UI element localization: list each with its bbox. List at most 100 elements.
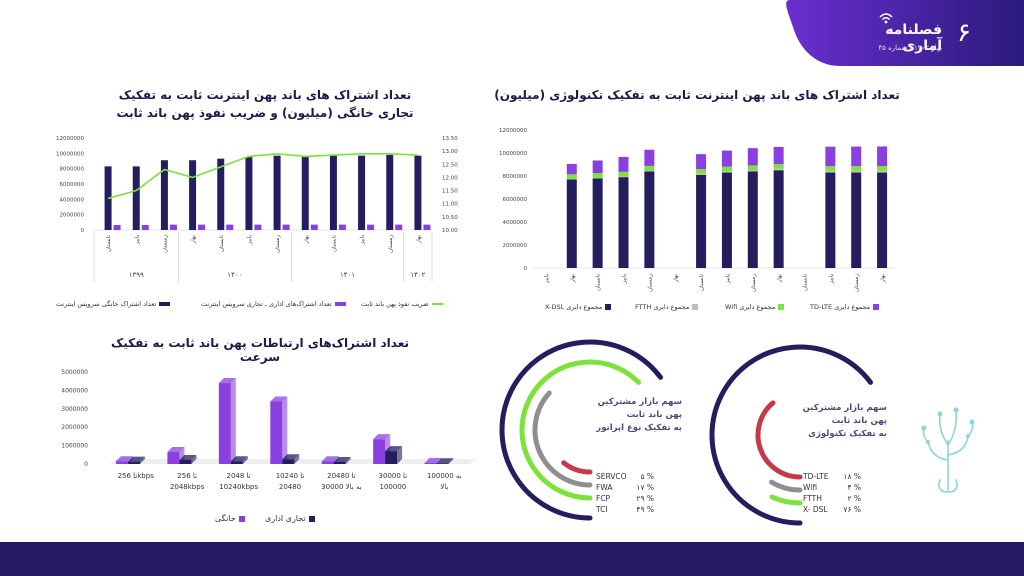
tech-bar-ftth bbox=[851, 170, 862, 173]
operator-arc-fcp bbox=[519, 359, 642, 501]
tech-x-tick: بهار bbox=[880, 274, 886, 284]
tech-x-tick: بهار bbox=[777, 274, 783, 284]
tech-stacked-bar-chart: 0 2000000 4000000 6000000 8000000 10000000 120… bbox=[499, 128, 895, 292]
home-y-right-tick: 13.50 bbox=[442, 136, 458, 142]
speed-bar-business bbox=[179, 459, 192, 464]
commercial-bar bbox=[198, 224, 206, 230]
home-bar bbox=[386, 154, 394, 230]
year-group-label: ۱۴۰۰ bbox=[227, 271, 242, 279]
home-y-right-tick: 10.00 bbox=[442, 228, 458, 234]
speed-bar-business-side bbox=[294, 454, 300, 464]
tech-bar-xdsl bbox=[618, 177, 629, 268]
tech-y-tick: 8000000 bbox=[503, 174, 528, 180]
footer-band bbox=[0, 542, 1024, 576]
tech-x-tick: پاییز bbox=[544, 274, 550, 285]
legend-tci: TCI ۴۹ % bbox=[596, 505, 654, 514]
legend-label-speed-home: خانگی bbox=[215, 514, 236, 523]
tech-bar-ftth bbox=[747, 170, 758, 172]
legend-ftth: مجموع دایری FTTH bbox=[635, 303, 699, 311]
tech-bar-ftth bbox=[566, 178, 577, 180]
legend-fcp-value: ۲۹ % bbox=[636, 494, 654, 503]
tech-bar-ftth bbox=[618, 176, 629, 178]
speed-x-tick: تا 256kbps bbox=[118, 472, 155, 480]
speed-bar-business-side bbox=[397, 446, 403, 464]
speed-bar-chart: 0 1000000 2000000 3000000 4000000 5000000 تا 2… bbox=[61, 369, 476, 491]
tech-bar-tdlte bbox=[592, 160, 603, 174]
home-x-tick: زمستان bbox=[162, 235, 168, 253]
legend-xdsl-share-value: ۷۶ % bbox=[843, 505, 861, 514]
home-bar bbox=[217, 158, 225, 230]
speed-x-tick: 20480 تا bbox=[327, 472, 356, 480]
speed-bar-home bbox=[270, 401, 283, 464]
speed-bar-business bbox=[436, 463, 449, 464]
tech-bar-tdlte bbox=[747, 148, 758, 166]
home-x-tick: بهار bbox=[303, 235, 309, 245]
speed-bar-business-top bbox=[333, 456, 351, 462]
speed-x-tick: 100000 به bbox=[427, 472, 462, 480]
home-bar bbox=[329, 155, 337, 230]
home-bar bbox=[358, 155, 366, 230]
legend-servco-value: ۵ % bbox=[640, 472, 654, 481]
tech-bar-tdlte bbox=[696, 154, 707, 170]
speed-bar-home-top bbox=[321, 456, 339, 462]
legend-tdlte-share-label: TD-LTE bbox=[803, 472, 829, 481]
tech-bar-ftth bbox=[696, 173, 707, 175]
tech-y-tick: 12000000 bbox=[499, 128, 527, 134]
operator-donut-title-line2: پهن باند ثابت bbox=[626, 410, 682, 420]
commercial-chart-legend: تعداد اشتراک خانگی سرویس اینترنت تعداد ا… bbox=[56, 300, 466, 312]
tech-bar-wifi bbox=[618, 171, 629, 177]
year-group-label: ۱۴۰۲ bbox=[410, 271, 425, 279]
home-x-tick: تابستان bbox=[219, 235, 225, 252]
tech-bar-wifi bbox=[721, 166, 732, 172]
tech-chart-title: تعداد اشتراک های باند پهن اینترنت ثابت ب… bbox=[494, 88, 900, 102]
legend-wifi-share-value: ۴ % bbox=[847, 483, 861, 492]
technology-donut-chart bbox=[709, 344, 874, 526]
tech-x-tick: بهار bbox=[570, 274, 576, 284]
legend-label-tdlte: مجموع دایری TD-LTE bbox=[810, 303, 871, 311]
commercial-bar bbox=[169, 224, 177, 230]
speed-x-tick: 2048 تا bbox=[227, 472, 251, 480]
tech-bar-ftth bbox=[825, 170, 836, 173]
speed-bar-business-side bbox=[242, 456, 248, 464]
commercial-bar bbox=[395, 224, 403, 230]
header-banner bbox=[786, 0, 1024, 66]
speed-x-tick: 30000 تا bbox=[379, 472, 408, 480]
tech-x-tick: تابستان bbox=[596, 274, 602, 291]
speed-bar-home-top bbox=[373, 434, 391, 440]
tech-x-tick: پاییز bbox=[622, 274, 628, 285]
tech-bar-tdlte bbox=[825, 146, 836, 167]
tech-chart-legend: مجموع دایری X-DSL مجموع دایری FTTH مجموع… bbox=[545, 303, 895, 315]
legend-tci-label: TCI bbox=[596, 505, 608, 514]
speed-bar-home-side bbox=[230, 378, 236, 464]
tech-y-tick: 6000000 bbox=[503, 197, 528, 203]
tech-bar-xdsl bbox=[721, 172, 732, 268]
home-y-right-tick: 11.50 bbox=[442, 189, 458, 195]
legend-swatch-speed-home bbox=[238, 515, 245, 522]
home-bar bbox=[245, 157, 253, 230]
operator-donut-legend: SERVCO ۵ % FWA ۱۷ % FCP ۲۹ % TCI ۴۹ % bbox=[596, 472, 660, 522]
speed-bar-home bbox=[167, 452, 180, 464]
speed-bar-business bbox=[333, 461, 346, 464]
year-group-label: ۱۴۰۱ bbox=[340, 271, 355, 279]
legend-label-wifi: مجموع دایری Wifi bbox=[725, 303, 776, 311]
speed-x-tick: 2048kbps bbox=[170, 483, 205, 491]
legend-ftth-share: FTTH ۲ % bbox=[803, 494, 861, 503]
home-x-tick: زمستان bbox=[388, 235, 394, 253]
commercial-bar bbox=[310, 224, 318, 230]
speed-bar-business bbox=[230, 461, 243, 464]
legend-swatch-speed-business bbox=[308, 515, 315, 522]
home-y-left-tick: 8000000 bbox=[60, 167, 85, 173]
tech-bar-ftth bbox=[644, 170, 655, 172]
speed-y-tick: 2000000 bbox=[61, 424, 88, 431]
tech-bar-tdlte bbox=[851, 146, 862, 167]
speed-chart-title: تعداد اشتراک‌های ارتباطات پهن باند ثابت … bbox=[110, 336, 409, 364]
speed-x-tick: 10240 تا bbox=[276, 472, 305, 480]
tech-bar-wifi bbox=[566, 174, 577, 179]
speed-bar-home-side bbox=[282, 396, 288, 464]
home-y-right-tick: 12.00 bbox=[442, 175, 458, 181]
home-bar bbox=[301, 155, 309, 230]
operator-arc-tci bbox=[499, 339, 664, 521]
tech-bar-xdsl bbox=[696, 174, 707, 268]
speed-x-tick: 100000 bbox=[379, 483, 406, 491]
tech-bar-xdsl bbox=[773, 170, 784, 268]
